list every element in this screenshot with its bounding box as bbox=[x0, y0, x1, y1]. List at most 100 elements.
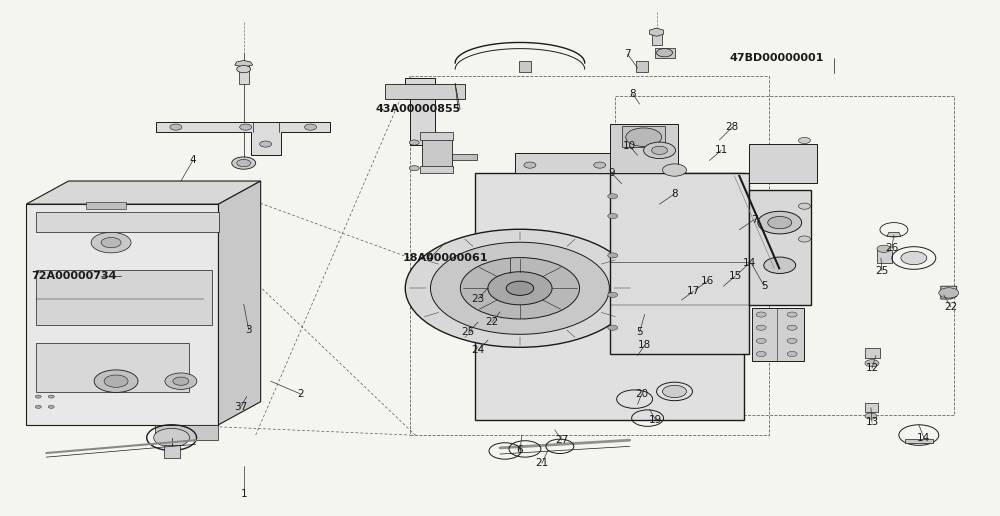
Circle shape bbox=[154, 428, 190, 447]
Circle shape bbox=[608, 194, 618, 199]
Polygon shape bbox=[26, 181, 261, 204]
Circle shape bbox=[232, 157, 256, 169]
Bar bbox=[877, 250, 892, 263]
Text: 7: 7 bbox=[624, 49, 631, 59]
Circle shape bbox=[35, 405, 41, 408]
Circle shape bbox=[865, 413, 877, 419]
Text: 19: 19 bbox=[649, 415, 662, 425]
Bar bbox=[749, 190, 811, 305]
Text: 13: 13 bbox=[865, 417, 879, 427]
Circle shape bbox=[626, 128, 662, 147]
Bar bbox=[452, 154, 477, 160]
Circle shape bbox=[524, 162, 536, 168]
Text: 15: 15 bbox=[729, 271, 742, 281]
Text: 2: 2 bbox=[297, 389, 304, 399]
Circle shape bbox=[101, 237, 121, 248]
Polygon shape bbox=[650, 28, 664, 36]
Circle shape bbox=[798, 137, 810, 143]
Text: 12: 12 bbox=[865, 363, 879, 374]
Polygon shape bbox=[385, 84, 465, 99]
Circle shape bbox=[787, 325, 797, 330]
Text: 4: 4 bbox=[190, 155, 196, 166]
Text: 17: 17 bbox=[687, 286, 700, 296]
Circle shape bbox=[652, 146, 668, 154]
Circle shape bbox=[663, 164, 686, 176]
Circle shape bbox=[865, 360, 879, 367]
Text: 7: 7 bbox=[751, 215, 758, 224]
Polygon shape bbox=[218, 181, 261, 425]
Text: 37: 37 bbox=[234, 402, 247, 412]
Circle shape bbox=[758, 211, 802, 234]
Circle shape bbox=[173, 377, 189, 385]
Bar bbox=[36, 270, 212, 326]
Circle shape bbox=[798, 170, 810, 176]
Bar bbox=[652, 29, 662, 45]
Circle shape bbox=[48, 405, 54, 408]
Circle shape bbox=[901, 251, 927, 265]
Circle shape bbox=[608, 253, 618, 258]
Text: 22: 22 bbox=[944, 302, 957, 312]
Circle shape bbox=[506, 281, 534, 295]
Text: 28: 28 bbox=[726, 122, 739, 132]
Text: 25: 25 bbox=[461, 328, 475, 337]
Text: 26: 26 bbox=[885, 243, 899, 253]
Circle shape bbox=[663, 385, 686, 398]
Text: 23: 23 bbox=[471, 294, 485, 304]
Text: 8: 8 bbox=[629, 89, 636, 99]
Circle shape bbox=[594, 162, 606, 168]
Text: 5: 5 bbox=[636, 328, 643, 337]
Polygon shape bbox=[86, 202, 126, 209]
Text: 18A00000061: 18A00000061 bbox=[402, 253, 488, 263]
Circle shape bbox=[877, 245, 891, 252]
Bar bbox=[36, 343, 189, 392]
Circle shape bbox=[405, 229, 635, 347]
Text: 22: 22 bbox=[485, 317, 499, 327]
Text: 11: 11 bbox=[715, 145, 728, 155]
Circle shape bbox=[94, 370, 138, 393]
Polygon shape bbox=[155, 425, 218, 440]
Bar bbox=[655, 47, 675, 58]
Text: 47BD00000001: 47BD00000001 bbox=[729, 53, 824, 63]
Polygon shape bbox=[887, 232, 901, 236]
Text: 14: 14 bbox=[917, 432, 930, 443]
Circle shape bbox=[35, 395, 41, 398]
Text: 72A00000734: 72A00000734 bbox=[31, 271, 117, 281]
Polygon shape bbox=[156, 122, 330, 155]
Circle shape bbox=[608, 292, 618, 297]
Circle shape bbox=[104, 375, 128, 388]
Text: 1: 1 bbox=[240, 489, 247, 499]
Bar bbox=[239, 63, 249, 84]
Circle shape bbox=[165, 373, 197, 390]
Text: 3: 3 bbox=[245, 325, 252, 335]
Bar bbox=[749, 144, 817, 183]
Text: 27: 27 bbox=[555, 435, 568, 445]
Circle shape bbox=[48, 395, 54, 398]
Circle shape bbox=[237, 66, 251, 73]
Circle shape bbox=[260, 141, 272, 147]
Circle shape bbox=[787, 312, 797, 317]
Circle shape bbox=[787, 338, 797, 344]
Circle shape bbox=[764, 257, 796, 273]
Text: 6: 6 bbox=[517, 445, 523, 456]
Text: 14: 14 bbox=[743, 258, 756, 268]
Bar bbox=[610, 124, 678, 173]
Polygon shape bbox=[941, 286, 957, 299]
Polygon shape bbox=[26, 204, 218, 425]
Circle shape bbox=[460, 257, 580, 319]
Circle shape bbox=[430, 242, 609, 334]
Text: 8: 8 bbox=[671, 189, 678, 199]
Text: 24: 24 bbox=[471, 345, 485, 356]
Text: 20: 20 bbox=[635, 389, 648, 399]
Circle shape bbox=[756, 338, 766, 344]
Circle shape bbox=[91, 232, 131, 253]
Bar bbox=[865, 348, 880, 358]
Bar bbox=[636, 61, 648, 72]
Circle shape bbox=[657, 49, 673, 57]
Text: 16: 16 bbox=[701, 276, 714, 286]
Text: 4: 4 bbox=[427, 253, 434, 263]
Bar bbox=[422, 135, 452, 171]
Bar bbox=[515, 153, 635, 173]
Bar bbox=[610, 173, 749, 354]
Circle shape bbox=[798, 203, 810, 209]
Circle shape bbox=[644, 142, 676, 158]
